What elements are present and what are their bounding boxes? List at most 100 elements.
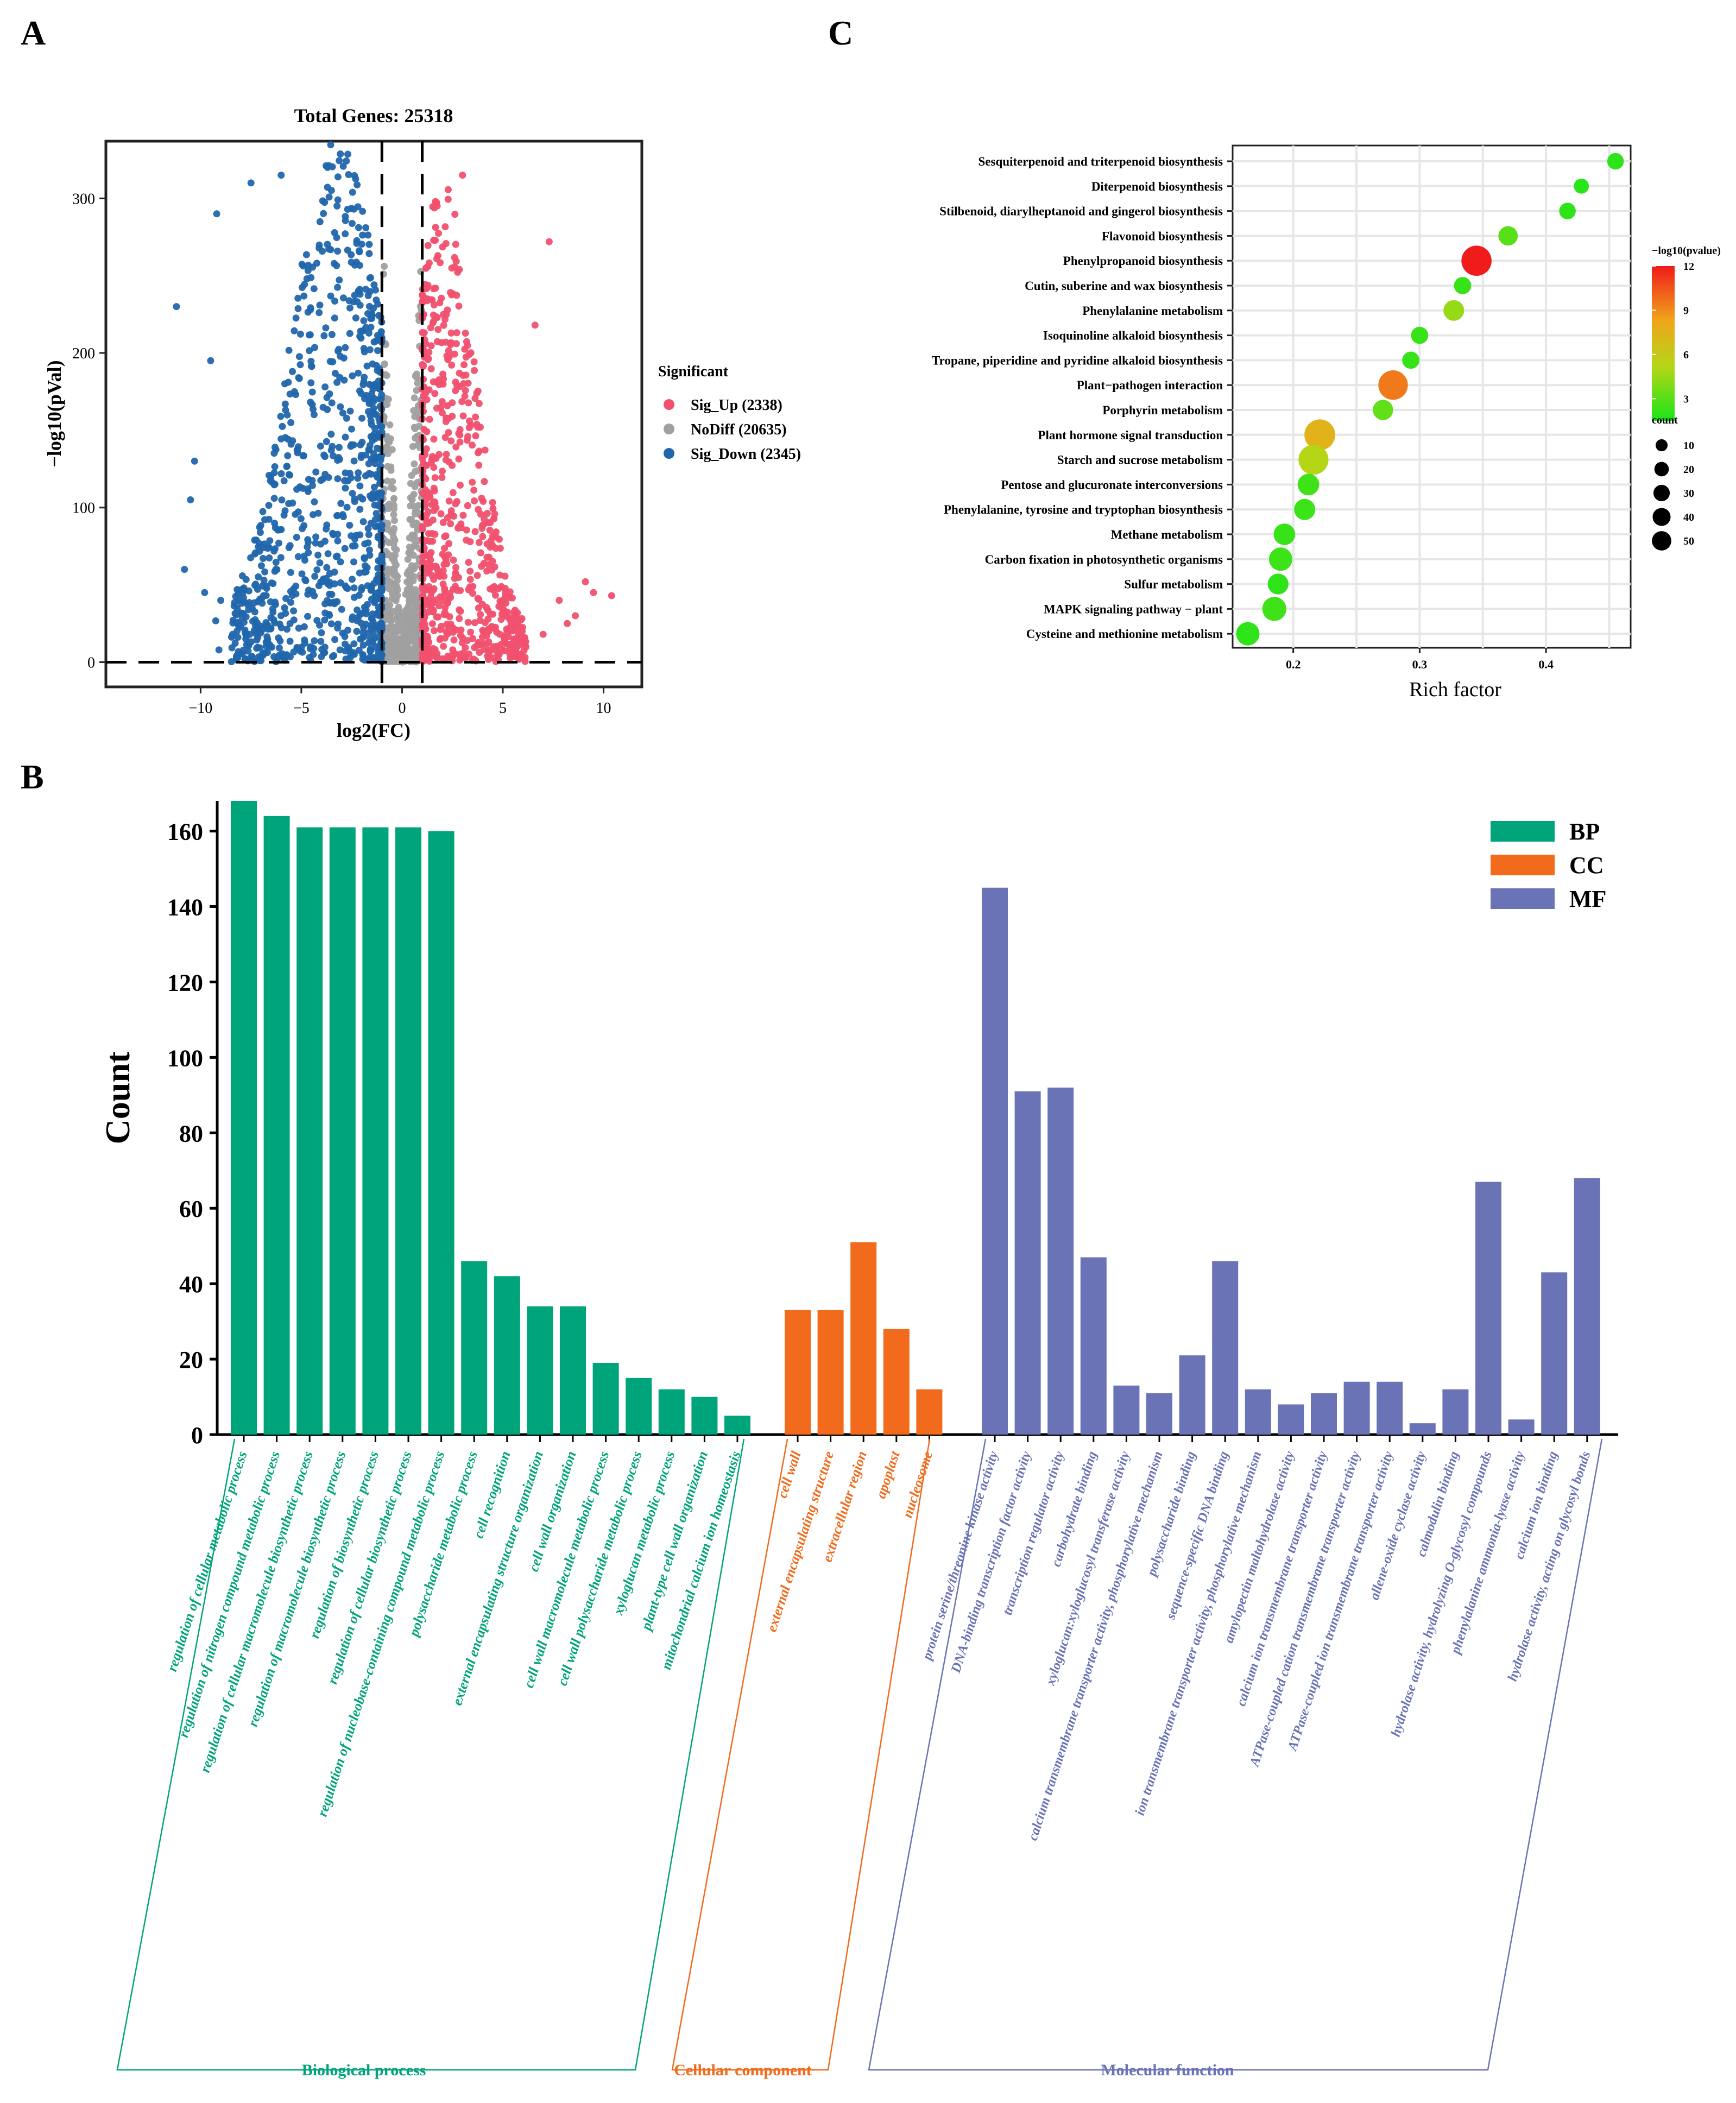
volcano-point-down [374, 611, 382, 619]
volcano-point-down [377, 653, 384, 660]
volcano-point-down [368, 615, 375, 622]
kegg-pathway-label: Cutin, suberine and wax biosynthesis [1025, 279, 1223, 293]
volcano-point-down [298, 643, 305, 651]
volcano-point-down [334, 196, 342, 204]
volcano-point-up [459, 412, 467, 420]
volcano-point-up [539, 630, 547, 638]
volcano-point-down [351, 495, 358, 503]
volcano-point-down [346, 407, 354, 415]
go-bar-mf [1245, 1389, 1271, 1435]
kegg-size-legend: 10 20 30 40 50 [1652, 439, 1694, 551]
volcano-point-down [320, 332, 328, 339]
volcano-point-up [456, 656, 464, 664]
volcano-point-down [234, 620, 242, 627]
kegg-size-legend-dot [1654, 462, 1669, 477]
volcano-point-down [254, 619, 261, 627]
volcano-point-nodiff [391, 517, 398, 525]
kegg-pathway-label: Phenylalanine, tyrosine and tryptophan b… [944, 503, 1223, 516]
volcano-point-up [463, 338, 470, 345]
volcano-point-down [266, 554, 273, 561]
kegg-point [1574, 178, 1589, 194]
volcano-point-up [496, 630, 503, 638]
volcano-point-up [483, 510, 491, 517]
legend-swatch-up [664, 399, 674, 410]
volcano-point-nodiff [411, 460, 418, 468]
volcano-point-up [465, 559, 472, 566]
volcano-point-up [449, 413, 456, 420]
volcano-point-down [350, 584, 358, 592]
volcano-point-down [260, 555, 267, 562]
go-bar-mf [982, 887, 1008, 1435]
volcano-point-up [474, 572, 481, 579]
volcano-point-down [325, 473, 332, 481]
volcano-point-up [461, 345, 469, 353]
volcano-point-down [358, 414, 366, 422]
volcano-points [173, 141, 615, 666]
volcano-point-up [445, 540, 453, 547]
volcano-point-down [367, 647, 375, 654]
volcano-point-down [342, 647, 349, 655]
go-bracket-cc [671, 1438, 931, 2071]
volcano-point-down [243, 641, 250, 648]
volcano-point-up [419, 452, 426, 459]
kegg-point [1443, 300, 1464, 321]
volcano-point-up [471, 497, 478, 504]
volcano-point-down [334, 173, 342, 181]
volcano-point-down [327, 141, 334, 149]
volcano-point-down [307, 304, 314, 312]
volcano-point-up [469, 590, 476, 597]
volcano-point-up [444, 653, 452, 660]
volcano-point-up [433, 338, 441, 345]
kegg-colorbar-tick-label: 3 [1683, 393, 1689, 405]
volcano-point-down [374, 347, 382, 355]
volcano-point-down [252, 536, 260, 544]
volcano-point-down [282, 595, 289, 602]
volcano-point-up [465, 424, 473, 432]
volcano-point-down [342, 433, 349, 441]
volcano-point-up [479, 633, 486, 641]
volcano-point-up [431, 474, 439, 482]
volcano-point-up [510, 635, 517, 643]
volcano-point-down [377, 490, 384, 497]
kegg-colorbar-tick-label: 12 [1683, 261, 1694, 273]
kegg-pathway-label: Plant−pathogen interaction [1077, 378, 1223, 392]
volcano-point-up [424, 242, 432, 249]
volcano-point-down [361, 348, 368, 356]
go-bar-mf [1014, 1091, 1041, 1435]
volcano-point-down [285, 471, 293, 478]
volcano-point-down [295, 353, 303, 361]
volcano-point-down [291, 327, 298, 334]
volcano-point-up [419, 329, 426, 336]
volcano-point-down [334, 283, 342, 291]
volcano-point-down [191, 457, 198, 465]
volcano-point-down [277, 413, 285, 420]
volcano-point-down [370, 338, 378, 346]
go-bar-cc [785, 1310, 811, 1435]
volcano-point-nodiff [401, 611, 409, 618]
volcano-point-down [261, 516, 268, 523]
volcano-point-down [277, 612, 285, 620]
volcano-point-down [326, 390, 333, 397]
volcano-point-up [481, 478, 488, 485]
volcano-point-down [264, 545, 272, 552]
volcano-point-up [475, 506, 482, 513]
volcano-point-down [293, 534, 300, 541]
volcano-point-nodiff [392, 624, 399, 631]
volcano-point-up [433, 405, 440, 412]
volcano-point-nodiff [413, 633, 421, 640]
kegg-size-legend-label: 10 [1683, 440, 1694, 452]
volcano-point-up [419, 558, 427, 566]
volcano-point-down [359, 207, 367, 215]
go-bar-bp [461, 1261, 488, 1435]
go-bar-bp [296, 827, 323, 1435]
volcano-point-down [299, 452, 307, 459]
volcano-point-up [441, 609, 449, 616]
volcano-point-up [484, 627, 491, 634]
volcano-point-down [228, 644, 236, 652]
volcano-point-down [352, 314, 359, 322]
volcano-point-down [247, 179, 255, 187]
volcano-point-up [460, 649, 468, 656]
volcano-point-down [254, 624, 262, 632]
volcano-point-up [471, 395, 479, 402]
